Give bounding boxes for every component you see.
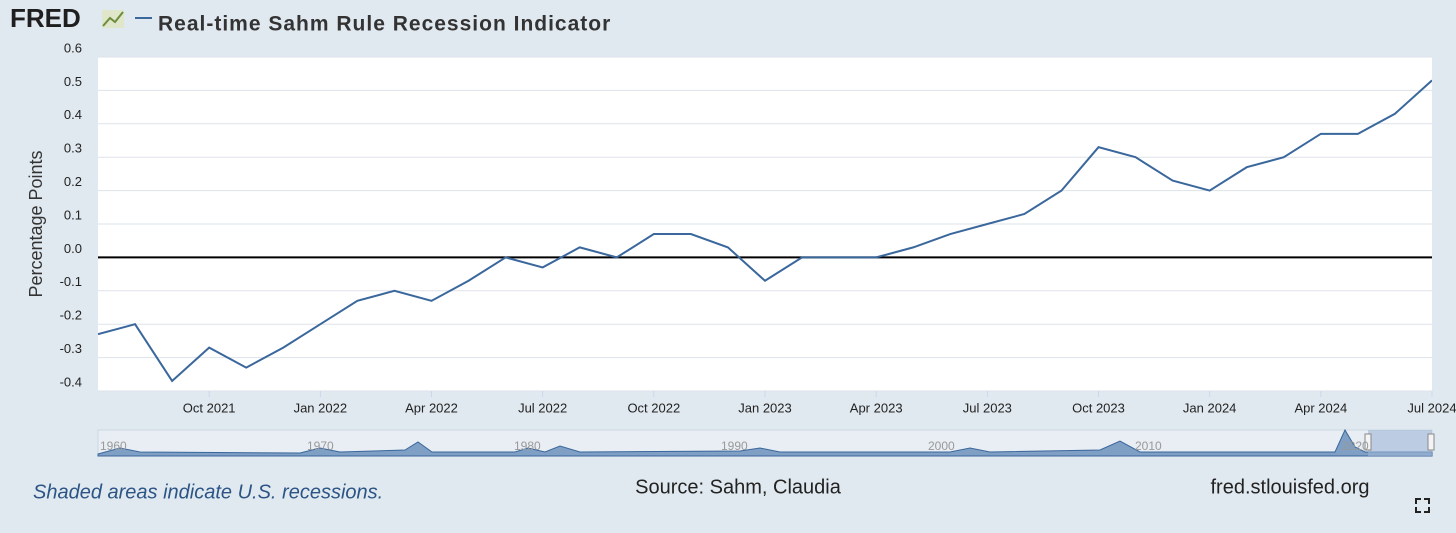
navigator-label: 1990 <box>721 439 748 453</box>
navigator-label: 1980 <box>514 439 541 453</box>
chart-title: Real-time Sahm Rule Recession Indicator <box>158 13 611 36</box>
source: Source: Sahm, Claudia <box>635 476 842 498</box>
navigator-handle[interactable] <box>1364 433 1372 451</box>
y-tick-label: 0.1 <box>64 207 82 222</box>
x-tick-label: Apr 2023 <box>850 400 903 415</box>
logo: FRED <box>10 3 81 33</box>
y-tick-label: 0.5 <box>64 74 82 89</box>
navigator-label: 1970 <box>307 439 334 453</box>
navigator-label: 2020 <box>1342 439 1369 453</box>
site: fred.stlouisfed.org <box>1211 476 1370 498</box>
navigator-window[interactable] <box>1368 430 1432 456</box>
navigator-label: 2010 <box>1135 439 1162 453</box>
recession-note: Shaded areas indicate U.S. recessions. <box>33 481 383 503</box>
x-tick-label: Apr 2024 <box>1294 400 1347 415</box>
y-tick-label: -0.1 <box>60 274 82 289</box>
y-tick-label: 0.2 <box>64 174 82 189</box>
y-tick-label: 0.4 <box>64 107 82 122</box>
y-tick-label: -0.4 <box>60 374 82 389</box>
y-axis-label: Percentage Points <box>26 150 46 297</box>
x-tick-label: Jul 2024 <box>1407 400 1456 415</box>
fullscreen-icon[interactable] <box>1415 498 1430 513</box>
logo-icon <box>102 10 124 28</box>
x-tick-label: Jan 2024 <box>1183 400 1237 415</box>
x-tick-label: Oct 2023 <box>1072 400 1125 415</box>
series-line <box>98 79 1432 383</box>
y-tick-label: 0.3 <box>64 141 82 156</box>
y-tick-label: 0.0 <box>64 241 82 256</box>
navigator: 1960 1970 1980 1990 2000 2010 2020 <box>97 428 1435 457</box>
navigator-label: 2000 <box>928 439 955 453</box>
y-tick-label: -0.2 <box>60 308 82 323</box>
navigator-handle[interactable] <box>1427 433 1435 451</box>
x-tick-label: Jul 2023 <box>963 400 1012 415</box>
navigator-series <box>97 428 1433 457</box>
x-tick-label: Jan 2023 <box>738 400 792 415</box>
y-tick-label: 0.6 <box>64 40 82 55</box>
navigator-label: 1960 <box>100 439 127 453</box>
x-tick-label: Oct 2021 <box>183 400 236 415</box>
plot <box>98 79 1432 383</box>
x-tick-label: Apr 2022 <box>405 400 458 415</box>
y-tick-label: -0.3 <box>60 341 82 356</box>
x-tick-label: Oct 2022 <box>627 400 680 415</box>
x-tick-label: Jul 2022 <box>518 400 567 415</box>
x-tick-label: Jan 2022 <box>294 400 348 415</box>
